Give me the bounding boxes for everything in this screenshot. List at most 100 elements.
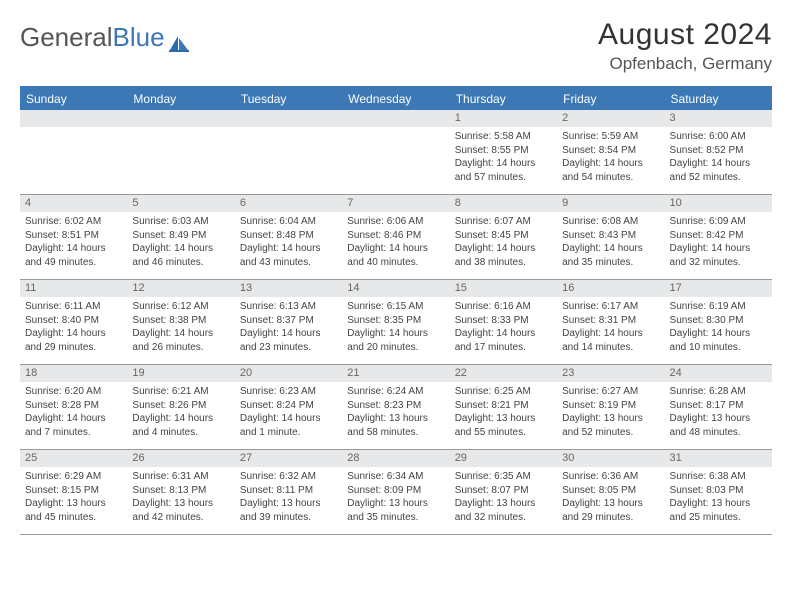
daylight-text: Daylight: 13 hours and 32 minutes.	[455, 497, 552, 524]
sunset-text: Sunset: 8:09 PM	[347, 484, 444, 498]
daylight-text: Daylight: 13 hours and 45 minutes.	[25, 497, 122, 524]
day-body: Sunrise: 6:29 AMSunset: 8:15 PMDaylight:…	[20, 467, 127, 529]
daylight-text: Daylight: 13 hours and 25 minutes.	[670, 497, 767, 524]
day-cell	[342, 110, 449, 194]
day-number	[235, 110, 342, 127]
day-body: Sunrise: 6:35 AMSunset: 8:07 PMDaylight:…	[450, 467, 557, 529]
day-header-mon: Monday	[127, 88, 234, 110]
day-number: 7	[342, 195, 449, 212]
day-cell: 31Sunrise: 6:38 AMSunset: 8:03 PMDayligh…	[665, 450, 772, 534]
day-cell	[235, 110, 342, 194]
day-cell: 1Sunrise: 5:58 AMSunset: 8:55 PMDaylight…	[450, 110, 557, 194]
day-body: Sunrise: 5:58 AMSunset: 8:55 PMDaylight:…	[450, 127, 557, 189]
week-row: 4Sunrise: 6:02 AMSunset: 8:51 PMDaylight…	[20, 195, 772, 280]
sunrise-text: Sunrise: 6:15 AM	[347, 300, 444, 314]
daylight-text: Daylight: 14 hours and 32 minutes.	[670, 242, 767, 269]
day-body: Sunrise: 5:59 AMSunset: 8:54 PMDaylight:…	[557, 127, 664, 189]
sunset-text: Sunset: 8:15 PM	[25, 484, 122, 498]
day-body: Sunrise: 6:25 AMSunset: 8:21 PMDaylight:…	[450, 382, 557, 444]
day-number: 11	[20, 280, 127, 297]
sunrise-text: Sunrise: 6:08 AM	[562, 215, 659, 229]
day-number: 4	[20, 195, 127, 212]
day-cell: 29Sunrise: 6:35 AMSunset: 8:07 PMDayligh…	[450, 450, 557, 534]
sunset-text: Sunset: 8:33 PM	[455, 314, 552, 328]
day-body: Sunrise: 6:07 AMSunset: 8:45 PMDaylight:…	[450, 212, 557, 274]
daylight-text: Daylight: 13 hours and 52 minutes.	[562, 412, 659, 439]
day-header-row: Sunday Monday Tuesday Wednesday Thursday…	[20, 88, 772, 110]
sunrise-text: Sunrise: 6:36 AM	[562, 470, 659, 484]
day-cell: 14Sunrise: 6:15 AMSunset: 8:35 PMDayligh…	[342, 280, 449, 364]
day-body: Sunrise: 6:24 AMSunset: 8:23 PMDaylight:…	[342, 382, 449, 444]
day-number: 28	[342, 450, 449, 467]
day-number: 17	[665, 280, 772, 297]
sunrise-text: Sunrise: 6:34 AM	[347, 470, 444, 484]
day-cell: 24Sunrise: 6:28 AMSunset: 8:17 PMDayligh…	[665, 365, 772, 449]
day-body: Sunrise: 6:23 AMSunset: 8:24 PMDaylight:…	[235, 382, 342, 444]
weeks-container: 1Sunrise: 5:58 AMSunset: 8:55 PMDaylight…	[20, 110, 772, 535]
sunset-text: Sunset: 8:24 PM	[240, 399, 337, 413]
daylight-text: Daylight: 14 hours and 57 minutes.	[455, 157, 552, 184]
sunrise-text: Sunrise: 6:21 AM	[132, 385, 229, 399]
sunset-text: Sunset: 8:05 PM	[562, 484, 659, 498]
sunrise-text: Sunrise: 6:23 AM	[240, 385, 337, 399]
day-body: Sunrise: 6:15 AMSunset: 8:35 PMDaylight:…	[342, 297, 449, 359]
day-number: 23	[557, 365, 664, 382]
sunrise-text: Sunrise: 6:16 AM	[455, 300, 552, 314]
sunset-text: Sunset: 8:46 PM	[347, 229, 444, 243]
day-cell: 13Sunrise: 6:13 AMSunset: 8:37 PMDayligh…	[235, 280, 342, 364]
daylight-text: Daylight: 14 hours and 26 minutes.	[132, 327, 229, 354]
daylight-text: Daylight: 14 hours and 52 minutes.	[670, 157, 767, 184]
day-cell: 19Sunrise: 6:21 AMSunset: 8:26 PMDayligh…	[127, 365, 234, 449]
daylight-text: Daylight: 14 hours and 43 minutes.	[240, 242, 337, 269]
week-row: 25Sunrise: 6:29 AMSunset: 8:15 PMDayligh…	[20, 450, 772, 535]
day-number: 18	[20, 365, 127, 382]
day-body: Sunrise: 6:00 AMSunset: 8:52 PMDaylight:…	[665, 127, 772, 189]
daylight-text: Daylight: 13 hours and 35 minutes.	[347, 497, 444, 524]
sunrise-text: Sunrise: 6:06 AM	[347, 215, 444, 229]
day-header-sat: Saturday	[665, 88, 772, 110]
day-number	[20, 110, 127, 127]
day-number: 25	[20, 450, 127, 467]
day-body: Sunrise: 6:38 AMSunset: 8:03 PMDaylight:…	[665, 467, 772, 529]
day-cell	[20, 110, 127, 194]
day-number: 30	[557, 450, 664, 467]
sunset-text: Sunset: 8:43 PM	[562, 229, 659, 243]
day-body: Sunrise: 6:36 AMSunset: 8:05 PMDaylight:…	[557, 467, 664, 529]
sunset-text: Sunset: 8:38 PM	[132, 314, 229, 328]
sunset-text: Sunset: 8:30 PM	[670, 314, 767, 328]
day-body: Sunrise: 6:32 AMSunset: 8:11 PMDaylight:…	[235, 467, 342, 529]
day-header-wed: Wednesday	[342, 88, 449, 110]
sunset-text: Sunset: 8:51 PM	[25, 229, 122, 243]
day-body: Sunrise: 6:27 AMSunset: 8:19 PMDaylight:…	[557, 382, 664, 444]
day-number: 6	[235, 195, 342, 212]
day-cell: 2Sunrise: 5:59 AMSunset: 8:54 PMDaylight…	[557, 110, 664, 194]
daylight-text: Daylight: 13 hours and 29 minutes.	[562, 497, 659, 524]
sunrise-text: Sunrise: 6:28 AM	[670, 385, 767, 399]
day-cell	[127, 110, 234, 194]
daylight-text: Daylight: 14 hours and 40 minutes.	[347, 242, 444, 269]
day-number	[342, 110, 449, 127]
day-body: Sunrise: 6:16 AMSunset: 8:33 PMDaylight:…	[450, 297, 557, 359]
day-header-tue: Tuesday	[235, 88, 342, 110]
day-body	[127, 127, 234, 135]
day-cell: 3Sunrise: 6:00 AMSunset: 8:52 PMDaylight…	[665, 110, 772, 194]
day-header-thu: Thursday	[450, 88, 557, 110]
sunrise-text: Sunrise: 6:17 AM	[562, 300, 659, 314]
daylight-text: Daylight: 13 hours and 55 minutes.	[455, 412, 552, 439]
day-cell: 16Sunrise: 6:17 AMSunset: 8:31 PMDayligh…	[557, 280, 664, 364]
day-cell: 4Sunrise: 6:02 AMSunset: 8:51 PMDaylight…	[20, 195, 127, 279]
day-number: 21	[342, 365, 449, 382]
daylight-text: Daylight: 14 hours and 1 minute.	[240, 412, 337, 439]
day-number	[127, 110, 234, 127]
sunset-text: Sunset: 8:07 PM	[455, 484, 552, 498]
sunrise-text: Sunrise: 6:24 AM	[347, 385, 444, 399]
day-cell: 20Sunrise: 6:23 AMSunset: 8:24 PMDayligh…	[235, 365, 342, 449]
day-number: 12	[127, 280, 234, 297]
day-cell: 10Sunrise: 6:09 AMSunset: 8:42 PMDayligh…	[665, 195, 772, 279]
daylight-text: Daylight: 14 hours and 46 minutes.	[132, 242, 229, 269]
daylight-text: Daylight: 14 hours and 38 minutes.	[455, 242, 552, 269]
sunrise-text: Sunrise: 5:58 AM	[455, 130, 552, 144]
sunrise-text: Sunrise: 6:27 AM	[562, 385, 659, 399]
day-body: Sunrise: 6:12 AMSunset: 8:38 PMDaylight:…	[127, 297, 234, 359]
daylight-text: Daylight: 13 hours and 48 minutes.	[670, 412, 767, 439]
